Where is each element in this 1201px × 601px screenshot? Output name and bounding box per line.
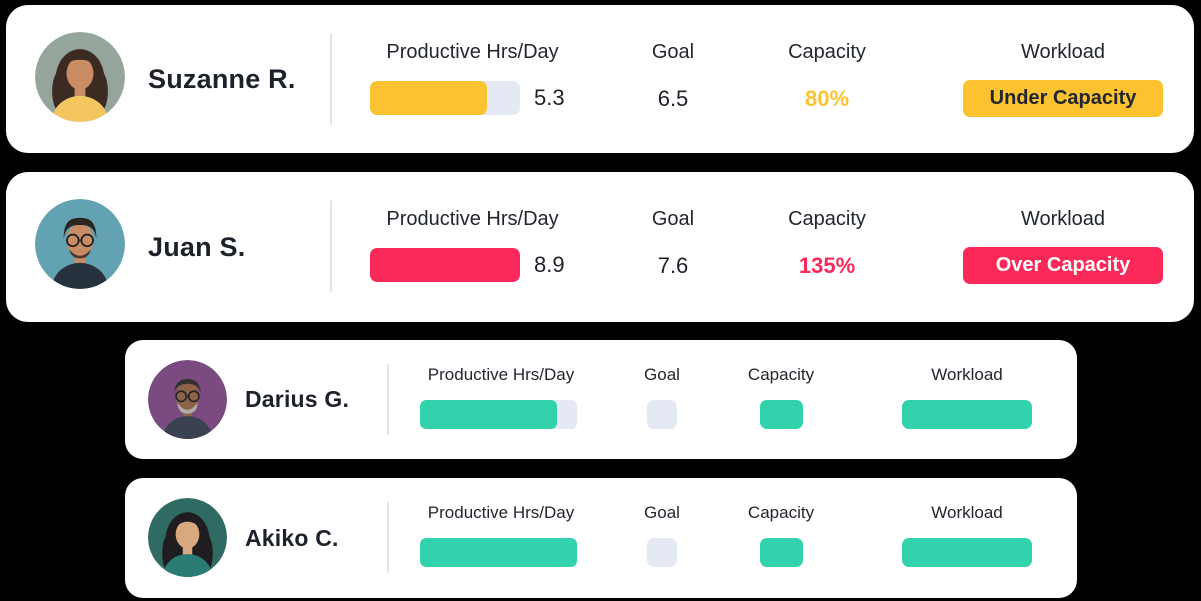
goal-value: 6.5 [657,86,689,111]
productive-hrs-header: Productive Hrs/Day [427,503,575,522]
productive-hrs-bar [420,538,577,567]
member-name: Akiko C. [245,524,339,551]
avatar [35,32,125,122]
divider [330,33,332,125]
capacity-header: Capacity [788,41,866,63]
workload-header: Workload [931,503,1003,522]
productive-hrs-bar [370,248,520,282]
member-name: Darius G. [245,386,350,412]
workload-header: Workload [931,365,1003,384]
productive-hrs-value: 5.3 [534,85,565,110]
productive-hrs-bar [420,400,577,429]
goal-placeholder-block [647,400,677,429]
workload-placeholder-block [902,538,1032,567]
productive-hrs-header: Productive Hrs/Day [427,365,575,384]
workload-status-badge: Under Capacity [963,80,1163,117]
capacity-header: Capacity [747,503,815,522]
workload-header: Workload [1020,208,1106,230]
member-name: Suzanne R. [148,63,296,94]
capacity-placeholder-block [760,538,803,567]
goal-header: Goal [644,365,680,384]
capacity-placeholder-block [760,400,803,429]
avatar [148,498,227,577]
workload-header: Workload [1020,41,1106,63]
member-row-juan[interactable]: Juan S. Productive Hrs/Day Goal Capacity… [6,172,1194,322]
capacity-value: 135% [798,253,856,278]
avatar [148,360,227,439]
capacity-header: Capacity [788,208,866,230]
member-row-suzanne[interactable]: Suzanne R. Productive Hrs/Day Goal Capac… [6,5,1194,153]
productive-hrs-bar-fill [370,81,487,115]
member-row-darius[interactable]: Darius G. Productive Hrs/Day Goal Capaci… [125,340,1077,459]
productive-hrs-bar [370,81,520,115]
divider [330,200,332,292]
productive-hrs-value: 8.9 [534,252,565,277]
workload-placeholder-block [902,400,1032,429]
member-name: Juan S. [148,231,246,262]
member-row-akiko[interactable]: Akiko C. Productive Hrs/Day Goal Capacit… [125,478,1077,598]
productive-hrs-bar-fill [420,400,557,429]
productive-hrs-bar-fill [420,538,577,567]
divider [387,364,389,435]
divider [387,502,389,573]
goal-header: Goal [651,41,695,63]
avatar [35,199,125,289]
goal-header: Goal [651,208,695,230]
productive-hrs-header: Productive Hrs/Day [386,208,559,230]
capacity-value: 80% [804,86,850,111]
capacity-header: Capacity [747,365,815,384]
workload-status-badge: Over Capacity [963,247,1163,284]
goal-placeholder-block [647,538,677,567]
goal-value: 7.6 [657,253,689,278]
productive-hrs-header: Productive Hrs/Day [386,41,559,63]
goal-header: Goal [644,503,680,522]
productive-hrs-bar-fill [370,248,520,282]
